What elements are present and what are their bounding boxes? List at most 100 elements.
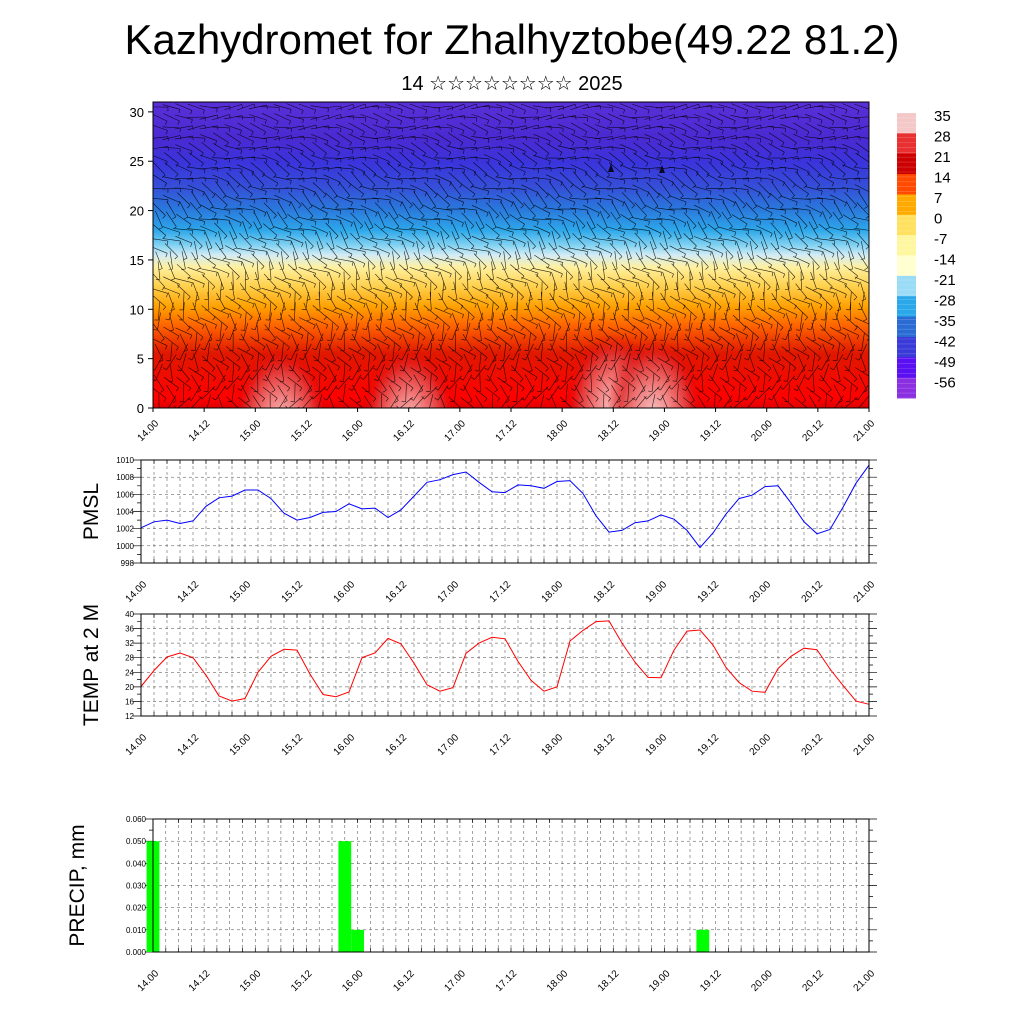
x-tick-label: 16.12 [384, 732, 410, 758]
x-tick-label: 17.12 [494, 968, 520, 994]
x-tick-label: 15.12 [280, 732, 306, 758]
y-ticks [133, 459, 877, 564]
colorbar-segment [897, 113, 916, 134]
precip-bar [338, 841, 352, 952]
x-tick-label: 17.00 [443, 418, 469, 444]
wind-pennant [659, 165, 665, 173]
temp-panel [133, 613, 877, 717]
x-tick-label: 19.00 [644, 579, 670, 605]
x-tick-label: 18.12 [596, 968, 622, 994]
y-tick-label: 0 [137, 401, 144, 416]
colorbar-segment [897, 296, 916, 318]
x-tick-label: 20.00 [749, 418, 775, 444]
y-tick-label: 0.050 [126, 837, 147, 846]
x-tick-label: 15.00 [238, 418, 264, 444]
x-tick-label: 17.12 [494, 418, 520, 444]
x-tick-label: 20.00 [748, 732, 774, 758]
x-tick-label: 14.00 [124, 579, 150, 605]
y-tick-label: 0.010 [126, 926, 147, 935]
y-tick-label: 40 [125, 610, 134, 619]
x-tick-label: 18.12 [592, 579, 618, 605]
colorbar-segment [897, 235, 916, 256]
x-tick-label: 17.00 [436, 732, 462, 758]
x-tick-label: 14.00 [136, 418, 162, 444]
colorbar-segment [897, 153, 916, 175]
y-tick-label: 30 [130, 105, 144, 120]
y-tick-label: 1008 [116, 473, 134, 482]
x-tick-label: 18.12 [592, 732, 618, 758]
y-tick-label: 0.060 [126, 815, 147, 824]
y-axis-title: TEMP at 2 M [80, 604, 103, 726]
x-tick-label: 17.12 [488, 732, 514, 758]
colorbar-segment [897, 377, 916, 399]
x-tick-label: 17.00 [436, 579, 462, 605]
x-tick-label: 14.12 [176, 579, 202, 605]
temp-series-line [140, 620, 870, 705]
y-tick-label: 32 [125, 639, 134, 648]
wind-barbs [153, 103, 869, 408]
x-tick-label: 14.00 [124, 732, 150, 758]
grid-lines [152, 818, 870, 953]
y-tick-label: 1010 [116, 456, 134, 465]
x-tick-label: 16.00 [340, 418, 366, 444]
grid-lines [140, 459, 870, 564]
colorbar-stripes [897, 112, 916, 399]
panel-frame [152, 818, 870, 953]
x-tick-label: 15.12 [280, 579, 306, 605]
x-tick-label: 18.00 [540, 579, 566, 605]
y-tick-label: 15 [130, 253, 144, 268]
x-tick-label: 15.00 [228, 579, 254, 605]
y-tick-label: 16 [125, 697, 134, 706]
colorbar-segment [897, 133, 916, 155]
y-tick-label: 1002 [116, 525, 134, 534]
y-tick-label: 24 [125, 668, 134, 677]
x-tick-label: 21.00 [852, 968, 878, 994]
y-tick-label: 12 [125, 712, 134, 721]
x-tick-label: 16.12 [391, 968, 417, 994]
panel-frame [140, 459, 870, 564]
x-tick-label: 20.12 [800, 579, 826, 605]
x-tick-label: 20.00 [749, 968, 775, 994]
colorbar-label: -42 [934, 334, 956, 351]
y-axis-title: PRECIP, mm [66, 824, 89, 946]
x-tick-label: 17.12 [488, 579, 514, 605]
x-tick-label: 20.12 [800, 732, 826, 758]
grid-lines [140, 613, 870, 717]
x-tick-label: 20.00 [748, 579, 774, 605]
x-tick-label: 16.12 [391, 418, 417, 444]
colorbar-segment [897, 174, 916, 195]
x-tick-label: 19.12 [698, 418, 724, 444]
x-tick-label: 19.00 [647, 968, 673, 994]
wind-pennant [608, 164, 614, 172]
colorbar-label: -35 [934, 313, 956, 330]
colorbar-segment [897, 336, 916, 358]
colorbar-label: 28 [934, 129, 951, 146]
x-tick-label: 17.00 [443, 968, 469, 994]
x-tick-label: 19.00 [647, 418, 673, 444]
pmsl-series-line [140, 464, 870, 549]
x-tick-label: 18.12 [596, 418, 622, 444]
x-tick-label: 21.00 [852, 732, 878, 758]
x-tick-label: 16.00 [332, 579, 358, 605]
panel-frame [140, 613, 870, 717]
y-tick-label: 20 [130, 204, 144, 219]
colorbar-label: 0 [934, 211, 942, 228]
y-tick-label: 20 [125, 683, 134, 692]
y-tick-label: 1000 [116, 542, 134, 551]
x-tick-label: 21.00 [852, 579, 878, 605]
precip-bar [351, 929, 364, 952]
chart-subtitle: 14 ☆☆☆☆☆☆☆☆ 2025 [401, 73, 623, 95]
x-tick-label: 19.00 [644, 732, 670, 758]
precip-bar [696, 929, 710, 952]
colorbar-segment [897, 357, 916, 379]
precip-panel [145, 818, 877, 953]
y-tick-label: 1004 [116, 508, 134, 517]
x-tick-label: 15.00 [238, 968, 264, 994]
colorbar-label: -14 [934, 252, 956, 269]
x-tick-label: 20.12 [801, 418, 827, 444]
x-tick-label: 14.00 [136, 968, 162, 994]
colorbar-label: 14 [934, 170, 951, 187]
warm-core [360, 318, 457, 408]
colorbar-label: -56 [934, 375, 956, 392]
